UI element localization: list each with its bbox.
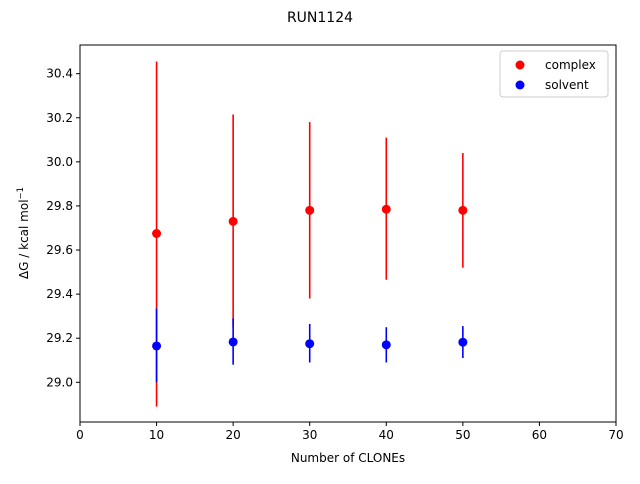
- x-tick-label: 30: [302, 428, 317, 442]
- x-tick-label: 50: [455, 428, 470, 442]
- data-series: [152, 61, 468, 407]
- x-tick-label: 60: [532, 428, 547, 442]
- chart-title: RUN1124: [287, 10, 353, 26]
- y-axis-label-main: ΔG / kcal mol: [17, 199, 31, 279]
- data-point: [305, 205, 315, 215]
- x-tick-label: 10: [149, 428, 164, 442]
- x-tick-label: 40: [379, 428, 394, 442]
- y-tick-label: 29.8: [46, 199, 73, 213]
- y-axis: 29.0 29.2 29.4 29.6 29.8 30.0 30.2 30.4: [46, 67, 80, 389]
- y-tick-label: 30.4: [46, 67, 73, 81]
- legend-label: complex: [545, 58, 596, 72]
- legend-label: solvent: [545, 78, 589, 92]
- legend-box: [499, 50, 609, 98]
- axes-frame: [79, 44, 617, 423]
- data-point: [305, 339, 315, 349]
- data-point: [152, 229, 162, 238]
- y-tick-label: 29.4: [46, 287, 73, 301]
- data-point: [228, 337, 238, 347]
- data-point: [458, 205, 468, 215]
- legend-marker: [515, 80, 525, 90]
- y-tick-label: 29.0: [46, 375, 73, 389]
- y-tick-label: 29.6: [46, 243, 73, 257]
- x-axis-label: Number of CLONEs: [291, 451, 405, 465]
- data-point: [458, 337, 468, 347]
- data-point: [152, 341, 162, 351]
- series-solvent: [152, 308, 468, 383]
- data-point: [381, 340, 391, 350]
- y-axis-label-superscript: −1: [16, 187, 26, 200]
- x-tick-label: 20: [226, 428, 241, 442]
- x-axis: 0 10 20 30 40 50 60 70: [76, 422, 624, 442]
- x-tick-label: 70: [608, 428, 623, 442]
- data-point: [381, 204, 391, 214]
- legend: complex solvent: [499, 50, 609, 98]
- x-tick-label: 0: [76, 428, 84, 442]
- y-axis-label: ΔG / kcal mol−1: [16, 187, 31, 279]
- y-tick-label: 30.0: [46, 155, 73, 169]
- data-point: [228, 216, 238, 226]
- y-tick-label: 29.2: [46, 331, 73, 345]
- y-tick-label: 30.2: [46, 111, 73, 125]
- legend-marker: [515, 60, 525, 70]
- plot-area: [79, 44, 617, 423]
